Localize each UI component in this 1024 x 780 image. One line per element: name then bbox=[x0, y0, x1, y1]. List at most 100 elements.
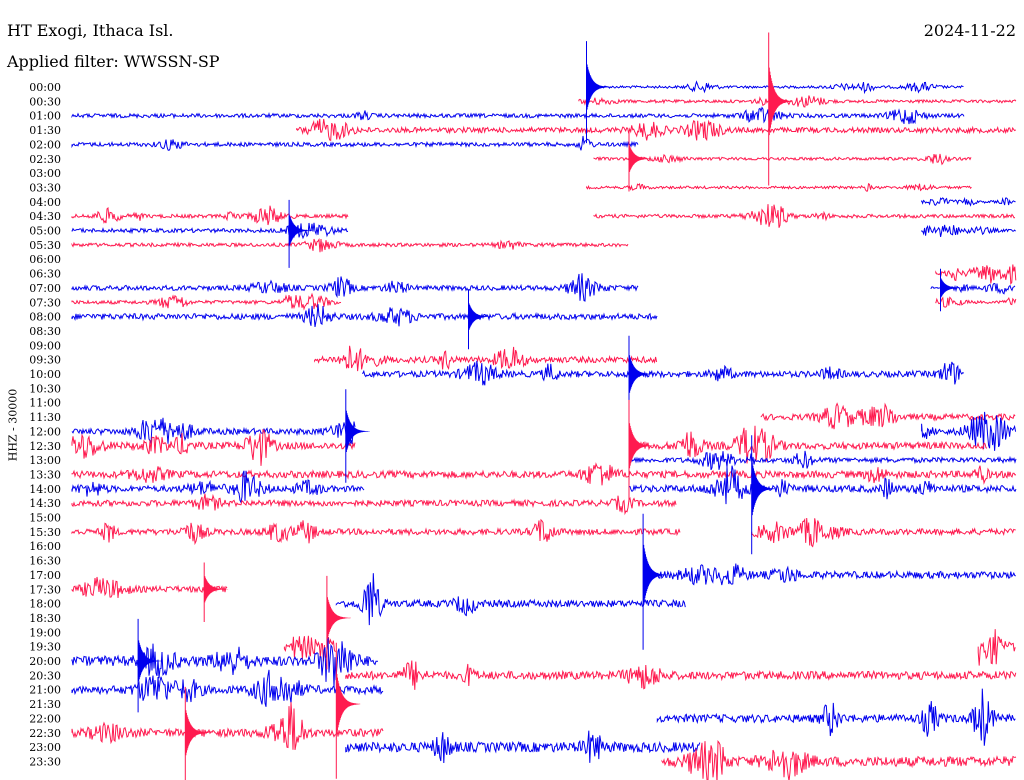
event-spike-15 bbox=[184, 686, 210, 780]
row-tick-label: 13:00 bbox=[29, 454, 61, 467]
row-tick-label: 00:00 bbox=[29, 81, 61, 94]
trace-row-15 bbox=[71, 292, 342, 311]
row-tick-label: 06:00 bbox=[29, 253, 61, 266]
row-tick-label: 07:30 bbox=[29, 296, 61, 309]
trace-row-28 bbox=[71, 470, 365, 504]
row-tick-label: 17:30 bbox=[29, 583, 61, 596]
row-tick-label: 16:30 bbox=[29, 555, 61, 568]
trace-row-11 bbox=[71, 238, 629, 253]
row-tick-label: 11:00 bbox=[29, 397, 61, 410]
row-tick-label: 02:00 bbox=[29, 138, 61, 151]
row-tick-label: 09:30 bbox=[29, 354, 61, 367]
row-tick-label: 23:30 bbox=[29, 755, 61, 768]
trace-row-35 bbox=[71, 576, 228, 599]
trace-row-24 bbox=[921, 411, 1017, 451]
row-tick-label: 14:30 bbox=[29, 497, 61, 510]
trace-row-19 bbox=[314, 345, 658, 372]
trace-row-24 bbox=[71, 417, 356, 446]
trace-row-7 bbox=[586, 183, 972, 192]
event-spike-0 bbox=[768, 32, 793, 186]
row-tick-label: 11:30 bbox=[29, 411, 61, 424]
row-tick-label: 08:30 bbox=[29, 325, 61, 338]
trace-row-31 bbox=[751, 517, 1016, 548]
event-spike-4 bbox=[940, 268, 965, 312]
event-spike-5 bbox=[468, 289, 493, 350]
row-tick-label: 12:00 bbox=[29, 425, 61, 438]
row-tick-label: 09:00 bbox=[29, 339, 61, 352]
row-tick-label: 05:00 bbox=[29, 225, 61, 238]
row-tick-label: 19:30 bbox=[29, 641, 61, 654]
row-tick-label: 14:00 bbox=[29, 483, 61, 496]
trace-row-9 bbox=[593, 204, 1016, 228]
filter-label: Applied filter: WWSSN-SP bbox=[7, 52, 220, 71]
trace-row-10 bbox=[71, 222, 349, 240]
row-tick-label: 03:30 bbox=[29, 181, 61, 194]
trace-row-27 bbox=[71, 462, 1017, 486]
row-tick-label: 22:30 bbox=[29, 727, 61, 740]
trace-row-4 bbox=[71, 135, 639, 152]
trace-row-39 bbox=[977, 629, 1016, 666]
trace-row-23 bbox=[760, 402, 1016, 430]
trace-row-40 bbox=[71, 637, 379, 688]
trace-row-2 bbox=[71, 106, 965, 125]
row-tick-label: 10:00 bbox=[29, 368, 61, 381]
row-tick-label: 04:30 bbox=[29, 210, 61, 223]
row-tick-label: 04:00 bbox=[29, 196, 61, 209]
row-tick-label: 06:30 bbox=[29, 268, 61, 281]
row-tick-label: 15:30 bbox=[29, 526, 61, 539]
row-tick-label: 21:30 bbox=[29, 698, 61, 711]
row-tick-label: 01:30 bbox=[29, 124, 61, 137]
row-tick-label: 13:30 bbox=[29, 468, 61, 481]
row-tick-label: 18:30 bbox=[29, 612, 61, 625]
event-spike-10 bbox=[642, 513, 667, 650]
trace-row-0 bbox=[586, 80, 964, 95]
trace-row-13 bbox=[935, 264, 1017, 285]
row-tick-label: 15:00 bbox=[29, 512, 61, 525]
trace-row-42 bbox=[71, 669, 384, 707]
trace-row-45 bbox=[71, 702, 384, 750]
row-tick-label: 19:00 bbox=[29, 626, 61, 639]
trace-row-16 bbox=[71, 304, 658, 327]
trace-row-26 bbox=[628, 450, 1017, 471]
trace-row-28 bbox=[628, 465, 1017, 505]
trace-row-15 bbox=[935, 296, 1017, 308]
trace-row-29 bbox=[71, 493, 677, 516]
row-tick-label: 23:00 bbox=[29, 741, 61, 754]
trace-row-5 bbox=[593, 153, 972, 166]
trace-row-41 bbox=[345, 660, 1017, 690]
row-tick-label: 10:30 bbox=[29, 382, 61, 395]
trace-row-8 bbox=[921, 196, 1016, 207]
event-spike-14 bbox=[335, 642, 361, 779]
seismic-event-spikes bbox=[137, 32, 965, 780]
row-tick-label: 02:30 bbox=[29, 153, 61, 166]
event-spike-1 bbox=[586, 41, 611, 144]
event-spike-7 bbox=[345, 389, 370, 483]
row-tick-label: 01:00 bbox=[29, 110, 61, 123]
trace-row-36 bbox=[335, 573, 686, 626]
seismogram-traces bbox=[71, 80, 1017, 780]
event-spike-9 bbox=[751, 435, 776, 555]
date-label: 2024-11-22 bbox=[923, 21, 1016, 40]
row-tick-label: 08:00 bbox=[29, 311, 61, 324]
trace-row-14 bbox=[71, 273, 639, 302]
station-title: HT Exogi, Ithaca Isl. bbox=[7, 21, 174, 40]
trace-row-3 bbox=[296, 118, 1017, 142]
event-spike-2 bbox=[628, 132, 653, 192]
row-tick-label: 03:00 bbox=[29, 167, 61, 180]
trace-row-20 bbox=[362, 360, 965, 386]
row-tick-label: 07:00 bbox=[29, 282, 61, 295]
event-spike-13 bbox=[137, 618, 162, 713]
trace-row-9 bbox=[71, 205, 349, 226]
row-tick-label: 20:00 bbox=[29, 655, 61, 668]
event-spike-11 bbox=[203, 562, 229, 622]
trace-row-31 bbox=[71, 518, 681, 546]
trace-row-34 bbox=[647, 563, 1016, 586]
trace-row-10 bbox=[921, 224, 1016, 238]
trace-row-44 bbox=[656, 688, 1016, 746]
trace-row-1 bbox=[578, 95, 1017, 108]
event-spike-6 bbox=[628, 335, 653, 421]
event-spike-12 bbox=[326, 575, 351, 670]
row-tick-label: 12:30 bbox=[29, 440, 61, 453]
